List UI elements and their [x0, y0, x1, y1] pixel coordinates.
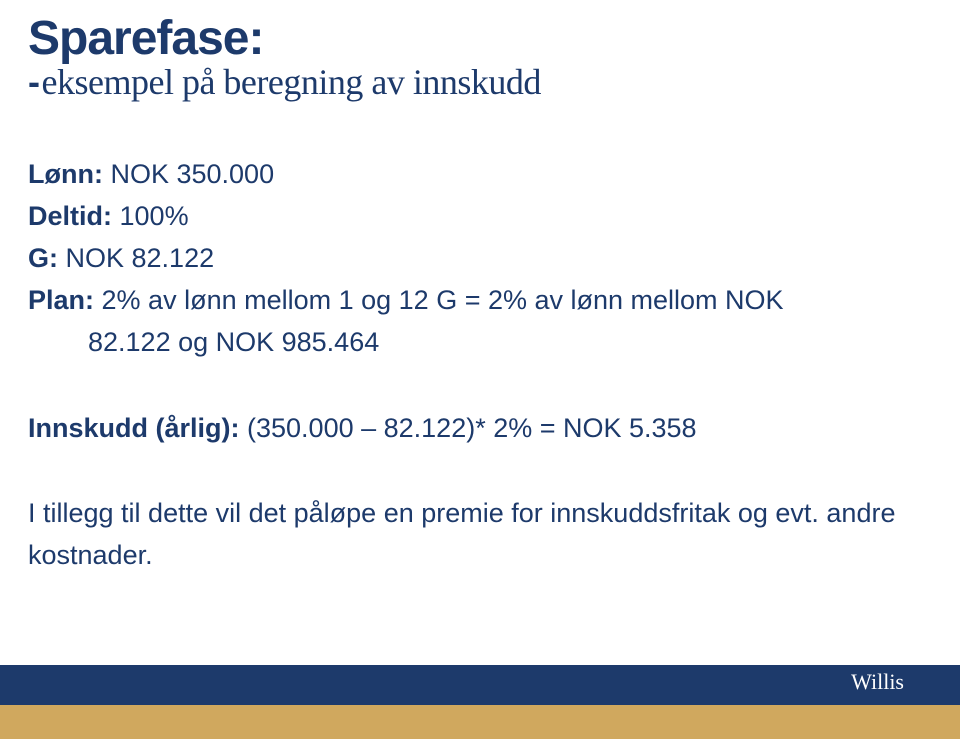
deltid-label: Deltid:	[28, 201, 112, 231]
innskudd-label: Innskudd (årlig):	[28, 413, 240, 443]
g-value: NOK 82.122	[66, 243, 215, 273]
slide-title: Sparefase:	[28, 14, 932, 64]
gap-2	[28, 449, 932, 493]
slide-body: Lønn: NOK 350.000 Deltid: 100% G: NOK 82…	[28, 154, 932, 577]
line-footnote: I tillegg til dette vil det påløpe en pr…	[28, 493, 932, 577]
lonn-value: NOK 350.000	[110, 159, 274, 189]
line-plan-cont: 82.122 og NOK 985.464	[28, 322, 932, 364]
line-deltid: Deltid: 100%	[28, 196, 932, 238]
line-plan: Plan: 2% av lønn mellom 1 og 12 G = 2% a…	[28, 280, 932, 322]
gap-1	[28, 364, 932, 408]
brand-label: Willis	[851, 669, 904, 695]
slide: Sparefase: - eksempel på beregning av in…	[0, 0, 960, 739]
plan-label: Plan:	[28, 285, 94, 315]
deltid-value: 100%	[120, 201, 189, 231]
lonn-label: Lønn:	[28, 159, 103, 189]
plan-text: 2% av lønn mellom 1 og 12 G = 2% av lønn…	[102, 285, 784, 315]
subtitle-text: eksempel på beregning av innskudd	[42, 64, 541, 100]
line-innskudd: Innskudd (årlig): (350.000 – 82.122)* 2%…	[28, 408, 932, 450]
footer-bar-front	[0, 665, 960, 705]
line-g: G: NOK 82.122	[28, 238, 932, 280]
slide-subtitle: - eksempel på beregning av innskudd	[28, 64, 932, 100]
line-lonn: Lønn: NOK 350.000	[28, 154, 932, 196]
g-label: G:	[28, 243, 58, 273]
subtitle-dash: -	[28, 64, 40, 100]
innskudd-value: (350.000 – 82.122)* 2% = NOK 5.358	[247, 413, 697, 443]
